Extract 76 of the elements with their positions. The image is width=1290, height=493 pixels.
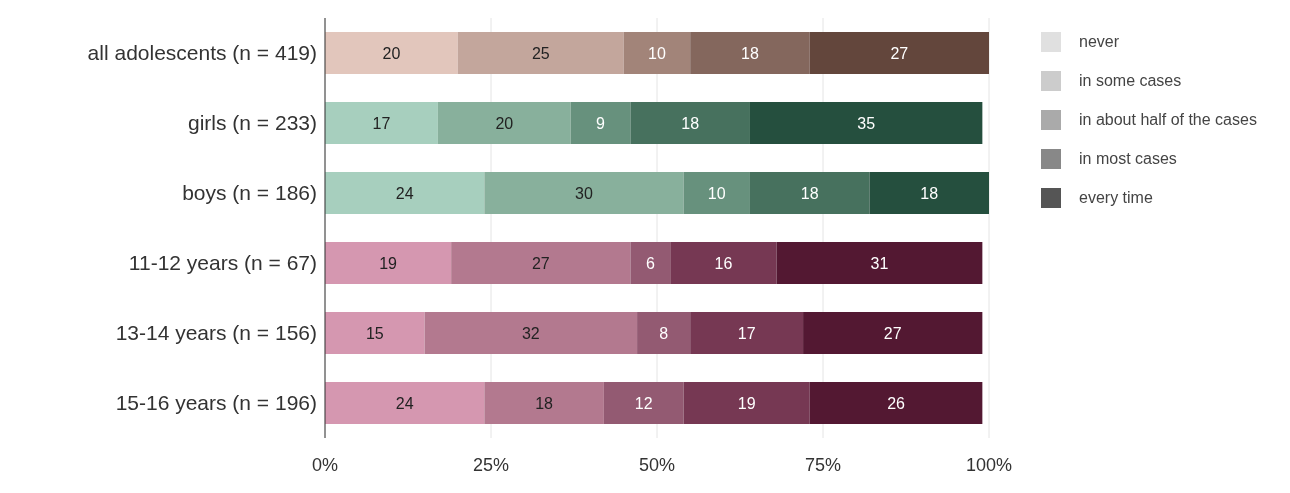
data-label: 10 <box>707 184 726 202</box>
data-label: 18 <box>920 184 939 202</box>
bar <box>749 172 870 214</box>
bar <box>325 102 438 144</box>
y-tick-label: girls (n = 233) <box>188 111 317 135</box>
data-label: 18 <box>681 114 700 132</box>
text: in about half of the cases <box>1079 110 1257 129</box>
bar <box>457 32 624 74</box>
bar <box>690 312 804 354</box>
bar <box>570 102 631 144</box>
data-label: 19 <box>737 394 756 412</box>
data-label: 18 <box>535 394 554 412</box>
bar <box>776 242 983 284</box>
data-label: 9 <box>596 114 606 132</box>
bar <box>683 382 810 424</box>
text: in some cases <box>1079 71 1182 90</box>
y-tick-label: 11-12 years (n = 67) <box>128 251 317 275</box>
bar <box>683 172 750 214</box>
x-tick-label: 25% <box>472 454 510 475</box>
data-label: 20 <box>495 114 514 132</box>
y-tick-label: 13-14 years (n = 156) <box>115 321 317 345</box>
bar <box>325 172 485 214</box>
data-label: 24 <box>395 394 414 412</box>
data-label: 25 <box>531 44 550 62</box>
text: never <box>1079 32 1120 51</box>
data-label: 19 <box>379 254 398 272</box>
bar <box>623 32 691 74</box>
bar <box>424 312 638 354</box>
bar <box>630 102 750 144</box>
bar <box>325 382 485 424</box>
bar <box>603 382 684 424</box>
data-label: 27 <box>531 254 550 272</box>
bar <box>484 172 684 214</box>
data-label: 26 <box>887 394 906 412</box>
bar <box>451 242 631 284</box>
y-tick-label: boys (n = 186) <box>182 181 317 205</box>
bar <box>637 312 691 354</box>
bar <box>325 32 458 74</box>
data-label: 31 <box>870 254 889 272</box>
data-label: 18 <box>741 44 759 62</box>
data-label: 17 <box>737 324 756 342</box>
bar <box>749 102 983 144</box>
data-label: 16 <box>714 254 733 272</box>
data-label: 18 <box>800 184 819 202</box>
data-label: 32 <box>521 324 540 342</box>
x-tick-label: 0% <box>311 454 339 475</box>
bar <box>869 172 989 214</box>
x-tick-label: 100% <box>965 454 1013 475</box>
bar <box>809 32 989 74</box>
data-label: 27 <box>890 44 909 62</box>
data-label: 35 <box>857 114 876 132</box>
data-label: 20 <box>382 44 401 62</box>
bar <box>484 382 604 424</box>
y-tick-label: all adolescents (n = 419) <box>87 41 317 65</box>
x-tick-label: 50% <box>638 454 676 475</box>
bar <box>670 242 777 284</box>
data-label: 30 <box>575 184 593 202</box>
bar <box>630 242 671 284</box>
bar <box>437 102 571 144</box>
bar <box>803 312 983 354</box>
data-label: 12 <box>634 394 653 412</box>
text: in most cases <box>1079 149 1177 168</box>
bar <box>809 382 983 424</box>
data-label: 24 <box>395 184 414 202</box>
bar <box>325 242 452 284</box>
bar <box>325 312 425 354</box>
data-label: 10 <box>648 44 666 62</box>
data-label: 6 <box>645 254 655 272</box>
y-tick-label: 15-16 years (n = 196) <box>115 391 317 415</box>
data-label: 27 <box>883 324 902 342</box>
data-label: 15 <box>365 324 384 342</box>
data-label: 8 <box>659 324 669 342</box>
text: every time <box>1079 188 1153 207</box>
bar <box>690 32 810 74</box>
data-label: 17 <box>372 114 391 132</box>
x-tick-label: 75% <box>804 454 842 475</box>
